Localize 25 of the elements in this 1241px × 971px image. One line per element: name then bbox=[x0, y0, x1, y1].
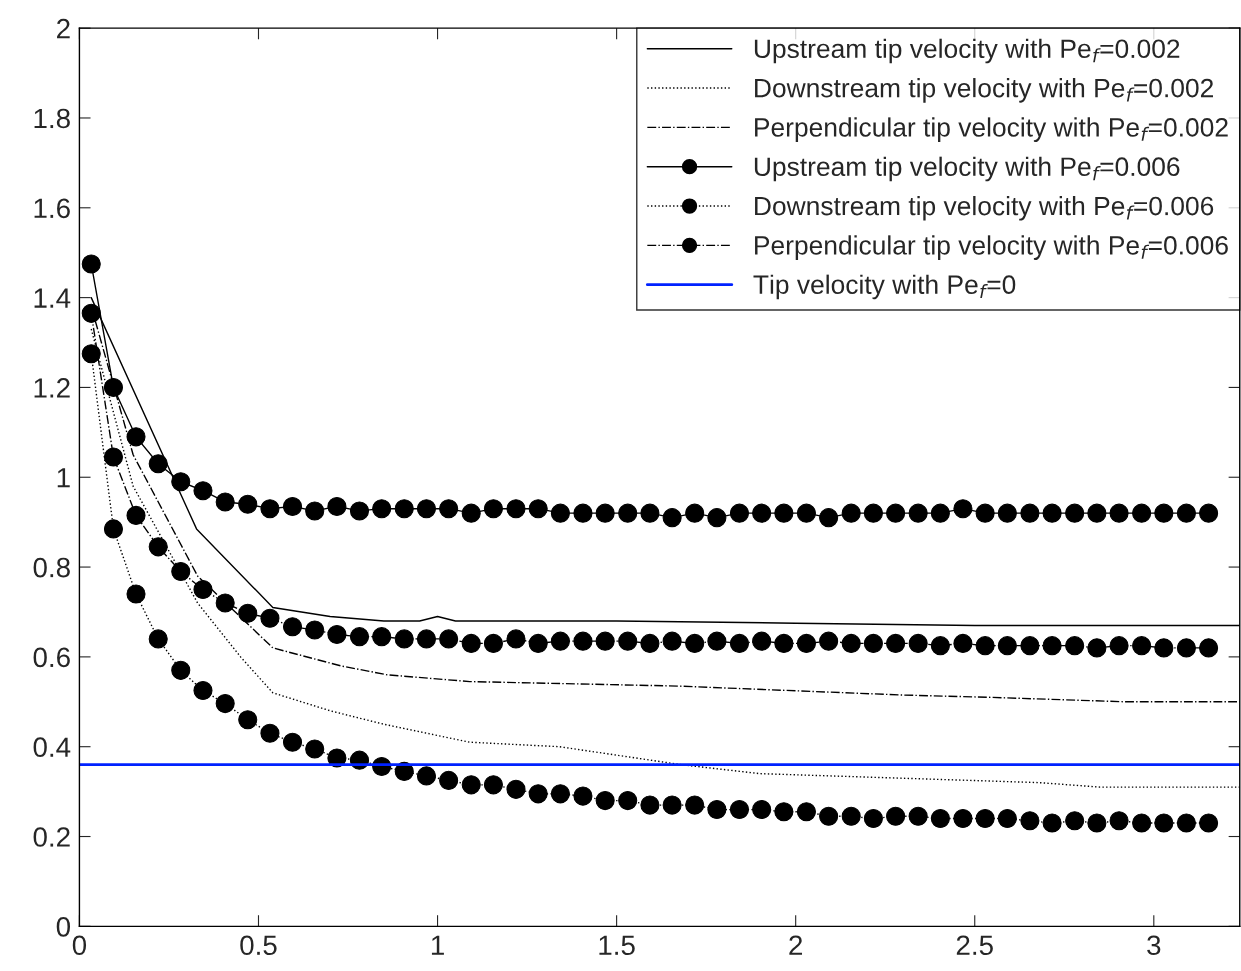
x-tick-label: 1 bbox=[431, 935, 444, 955]
y-tick-label: 1.4 bbox=[34, 288, 71, 308]
y-tick-label: 1.6 bbox=[34, 198, 70, 219]
x-tick-label: 0.5 bbox=[240, 935, 277, 956]
legend-label: Tip velocity with Pe$_{f}$=0 bbox=[753, 274, 1016, 300]
y-tick-label: 0.6 bbox=[33, 647, 70, 668]
y-tick-label: 0.4 bbox=[33, 737, 71, 758]
x-tick-label: 0 bbox=[72, 935, 87, 956]
legend-label: Upstream tip velocity with Pe$_{f}$=0.006 bbox=[754, 156, 1180, 182]
legend-label: Perpendicular tip velocity with Pe$_{f}$=0.002 bbox=[755, 117, 1228, 142]
legend-label: Downstream tip velocity with Pe$_{f}$=0.002 bbox=[755, 78, 1213, 103]
x-tick-label: 3 bbox=[1147, 935, 1161, 956]
x-tick-label: 1.5 bbox=[599, 935, 635, 956]
y-tick-label: 1.8 bbox=[34, 108, 70, 129]
y-tick-label: 2 bbox=[57, 18, 70, 39]
legend-label: Upstream tip velocity with Pe$_{f}$=0.002 bbox=[754, 38, 1180, 64]
y-tick-label: 1.2 bbox=[34, 378, 70, 398]
x-tick-label: 2.5 bbox=[956, 935, 993, 956]
x-tick-label: 2 bbox=[789, 935, 803, 955]
y-tick-label: 0.2 bbox=[33, 827, 70, 847]
y-tick-label: 1 bbox=[57, 468, 70, 488]
legend-label: Downstream tip velocity with Pe$_{f}$=0.006 bbox=[755, 195, 1214, 221]
y-tick-label: 0.8 bbox=[33, 557, 70, 578]
legend-label: Perpendicular tip velocity with Pe$_{f}$=0.006 bbox=[755, 235, 1228, 260]
y-tick-label: 0 bbox=[56, 917, 71, 937]
